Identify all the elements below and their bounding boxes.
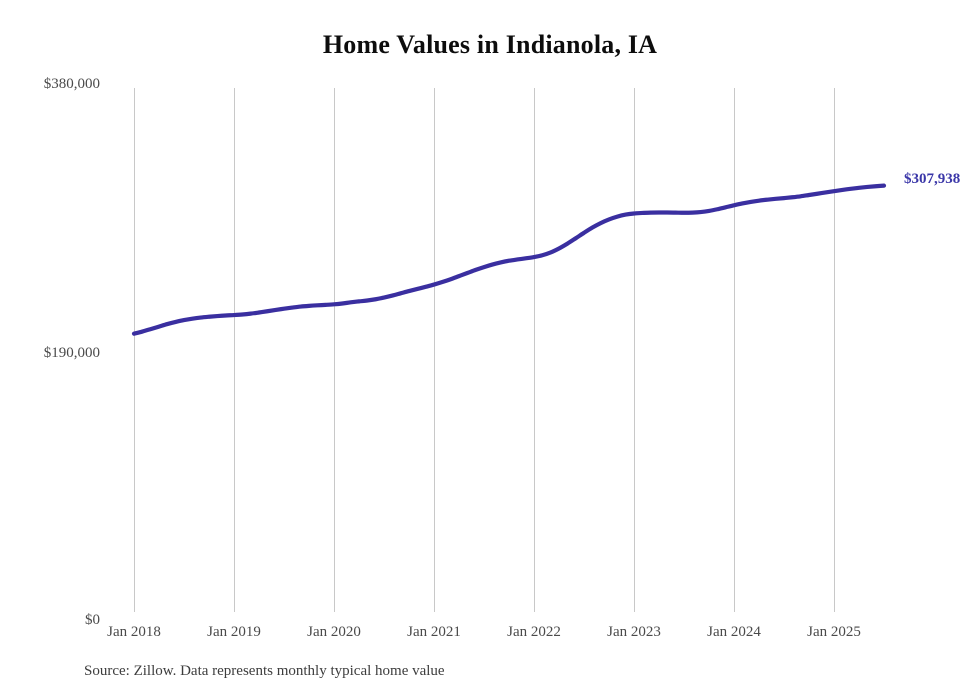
- y-axis-label-top: $380,000: [43, 76, 100, 92]
- x-axis-label-jan-2022: Jan 2022: [507, 624, 561, 640]
- y-axis-label-zero: $0: [85, 612, 100, 628]
- x-axis-label-jan-2020: Jan 2020: [307, 624, 361, 640]
- x-axis-label-jan-2019: Jan 2019: [207, 624, 261, 640]
- end-value-annotation: $307,938: [904, 170, 961, 187]
- x-axis-label-jan-2021: Jan 2021: [407, 624, 461, 640]
- x-axis-label-jan-2024: Jan 2024: [707, 624, 761, 640]
- y-axis-label-mid: $190,000: [43, 345, 100, 361]
- source-note: Source: Zillow. Data represents monthly …: [84, 663, 445, 679]
- x-axis-label-jan-2025: Jan 2025: [807, 624, 861, 640]
- gridlines: [134, 88, 835, 612]
- x-axis-label-jan-2023: Jan 2023: [607, 624, 661, 640]
- home-value-line: [131, 183, 887, 336]
- page-title: Home Values in Indianola, IA: [322, 30, 658, 59]
- x-axis-label-jan-2018: Jan 2018: [107, 624, 161, 640]
